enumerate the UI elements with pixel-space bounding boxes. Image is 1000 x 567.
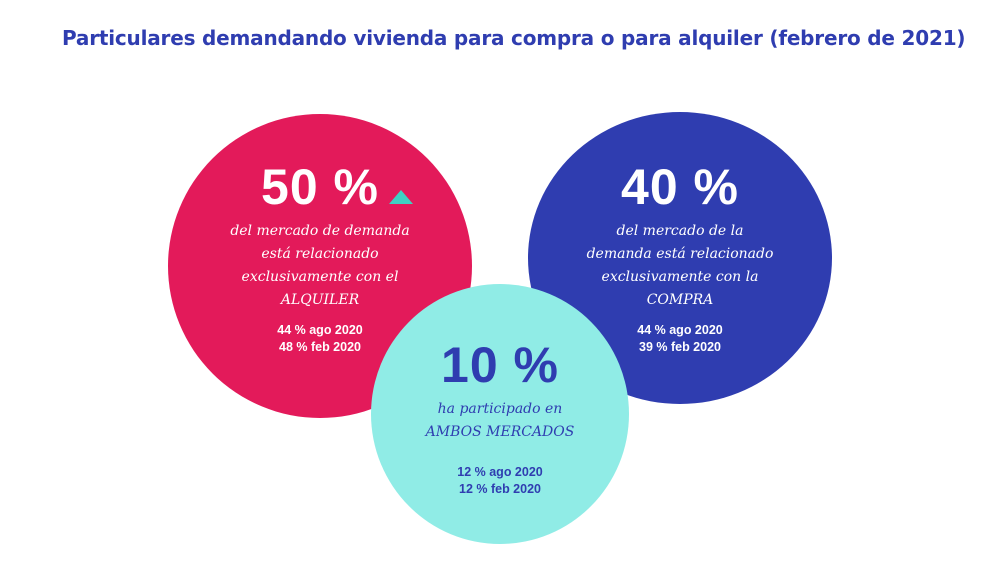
page-title: Particulares demandando vivienda para co… xyxy=(62,26,966,50)
triangle-up-icon xyxy=(388,190,413,204)
alquiler-circle: 50 % del mercado de demanda está relacio… xyxy=(168,114,472,418)
compra-desc-line: del mercado de la xyxy=(616,223,744,239)
alquiler-desc-line: del mercado de demanda xyxy=(230,223,410,239)
ambos-description: ha participado en AMBOS MERCADOS xyxy=(426,398,575,444)
compra-circle: 40 % del mercado de la demanda está rela… xyxy=(528,112,832,404)
alquiler-prev-ago: 44 % ago 2020 xyxy=(277,323,363,337)
alquiler-desc-line: ALQUILER xyxy=(280,292,360,308)
compra-prev-ago: 44 % ago 2020 xyxy=(637,323,723,337)
compra-description: del mercado de la demanda está relaciona… xyxy=(587,220,774,312)
compra-desc-line: exclusivamente con la xyxy=(601,269,759,285)
ambos-desc-line: ha participado en xyxy=(437,401,563,417)
compra-percentage: 40 % xyxy=(621,159,739,215)
alquiler-previous-values: 44 % ago 2020 48 % feb 2020 xyxy=(277,322,362,356)
compra-desc-line: COMPRA xyxy=(646,292,714,308)
alquiler-desc-line: exclusivamente con el xyxy=(241,269,399,285)
ambos-previous-values: 12 % ago 2020 12 % feb 2020 xyxy=(457,464,542,498)
compra-prev-feb: 39 % feb 2020 xyxy=(639,340,721,354)
alquiler-description: del mercado de demanda está relacionado … xyxy=(230,220,409,312)
compra-desc-line: demanda está relacionado xyxy=(586,246,774,262)
ambos-prev-feb: 12 % feb 2020 xyxy=(459,482,541,496)
compra-previous-values: 44 % ago 2020 39 % feb 2020 xyxy=(637,322,722,356)
alquiler-percentage: 50 % xyxy=(261,159,379,215)
alquiler-prev-feb: 48 % feb 2020 xyxy=(279,340,361,354)
ambos-desc-line: AMBOS MERCADOS xyxy=(425,424,575,440)
ambos-circle: 10 % ha participado en AMBOS MERCADOS 12… xyxy=(371,284,629,544)
ambos-prev-ago: 12 % ago 2020 xyxy=(457,465,543,479)
ambos-percentage: 10 % xyxy=(441,337,559,393)
alquiler-desc-line: está relacionado xyxy=(261,246,379,262)
